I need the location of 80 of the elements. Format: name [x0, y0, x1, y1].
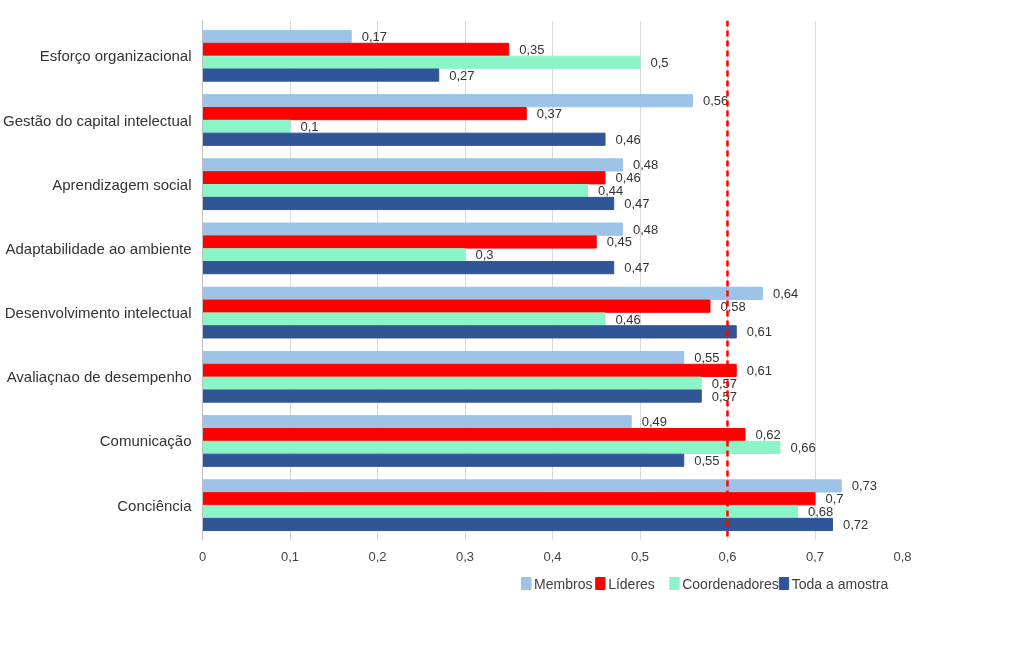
x-tick-label: 0,3 — [455, 548, 475, 564]
data-label: 0,61 — [746, 324, 773, 340]
bar — [202, 325, 737, 339]
data-label: 0,1 — [300, 118, 319, 134]
data-label: 0,3 — [475, 247, 494, 263]
data-label: 0,73 — [851, 478, 878, 494]
bar — [202, 453, 685, 467]
x-tick-label: 0,4 — [543, 548, 562, 564]
y-tick-label: Adaptabilidade ao ambiente — [5, 239, 192, 257]
data-label: 0,47 — [624, 260, 650, 276]
y-tick-label: Avaliaçnao de desempenho — [6, 368, 192, 386]
y-tick-label: Esforço organizacional — [39, 47, 192, 65]
data-label: 0,62 — [755, 427, 781, 443]
bar — [202, 261, 615, 275]
data-label: 0,35 — [519, 41, 545, 57]
legend-label: Coordenadores — [682, 575, 779, 592]
data-label: 0,46 — [615, 131, 641, 147]
bar — [202, 196, 615, 211]
legend-label: Líderes — [608, 575, 655, 592]
x-tick-label: 0,7 — [805, 548, 825, 564]
bar — [202, 350, 685, 365]
data-label: 0,48 — [633, 157, 659, 173]
bar — [202, 479, 842, 493]
data-label: 0,17 — [361, 29, 388, 45]
data-label: 0,46 — [615, 311, 641, 327]
bar — [202, 376, 702, 390]
data-label: 0,45 — [606, 234, 633, 250]
y-tick-label: Conciência — [117, 496, 193, 514]
bar — [202, 119, 291, 134]
x-tick-label: 0,8 — [893, 548, 912, 564]
bar — [202, 312, 606, 326]
data-label: 0,7 — [825, 491, 844, 507]
data-label: 0,46 — [615, 170, 641, 186]
data-label: 0,47 — [624, 195, 650, 211]
bar — [202, 299, 711, 313]
data-label: 0,27 — [449, 67, 475, 83]
bar — [202, 106, 527, 121]
x-tick-label: 0,5 — [630, 548, 650, 564]
data-label: 0,72 — [843, 516, 869, 532]
bar — [202, 440, 781, 455]
bar — [202, 415, 632, 429]
data-label: 0,48 — [633, 221, 659, 237]
legend-label: Membros — [534, 575, 593, 592]
y-tick-label: Desenvolvimento intelectual — [4, 304, 192, 322]
y-tick-label: Aprendizagem social — [52, 175, 192, 193]
bar — [202, 132, 606, 146]
data-label: 0,61 — [746, 362, 773, 378]
data-label: 0,44 — [598, 183, 624, 199]
data-label: 0,66 — [790, 439, 816, 455]
bar — [202, 235, 597, 249]
data-label: 0,68 — [808, 504, 834, 520]
bar — [202, 158, 623, 172]
bar — [202, 55, 641, 69]
y-tick-label: Comunicação — [99, 432, 192, 450]
bar — [202, 222, 623, 236]
data-label: 0,37 — [536, 106, 563, 122]
bar — [202, 184, 588, 198]
legend-label: Toda a amostra — [791, 575, 889, 592]
bar — [202, 68, 440, 82]
bar — [202, 286, 763, 300]
data-label: 0,55 — [694, 452, 720, 468]
x-tick-label: 0,6 — [718, 548, 737, 564]
bar — [202, 94, 693, 108]
bar — [202, 505, 798, 519]
bar — [202, 389, 702, 403]
data-label: 0,49 — [641, 414, 668, 430]
bar — [202, 29, 352, 44]
bar — [202, 248, 466, 262]
data-label: 0,56 — [703, 93, 729, 109]
y-tick-label: Gestão do capital intelectual — [3, 111, 192, 129]
x-tick-label: 0,1 — [280, 548, 300, 564]
bar — [202, 42, 510, 56]
data-label: 0,58 — [720, 298, 746, 314]
bar — [202, 171, 606, 185]
data-label: 0,5 — [650, 54, 669, 70]
x-tick-label: 0 — [198, 548, 207, 564]
data-label: 0,55 — [694, 350, 720, 366]
data-label: 0,64 — [773, 285, 799, 301]
bar — [202, 517, 833, 532]
x-tick-label: 0,2 — [368, 548, 387, 564]
